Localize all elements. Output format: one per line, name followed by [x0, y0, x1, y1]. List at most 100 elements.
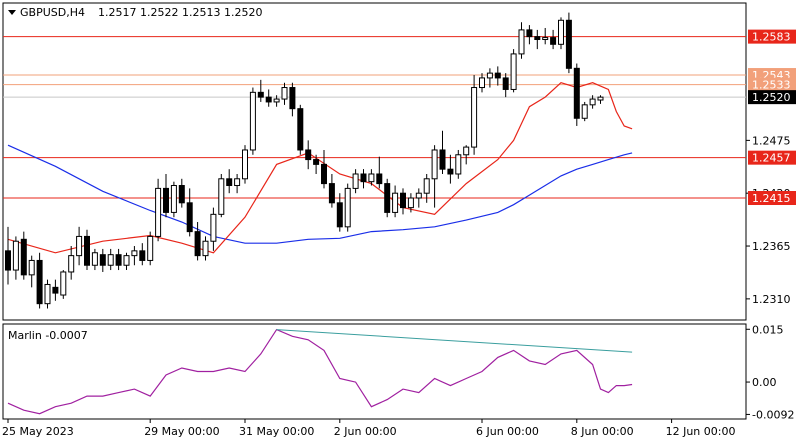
bull-candle: [415, 192, 422, 199]
oscillator-axis: 0.015 0.00 -0.0092: [746, 323, 794, 421]
bear-candle: [265, 96, 272, 103]
time-tick-label: 8 Jun 00:00: [571, 425, 634, 438]
bull-candle: [597, 96, 604, 101]
level-price-label: 1.2457: [752, 152, 791, 165]
price-tick-label: 1.2365: [752, 240, 791, 253]
bull-candle: [344, 187, 351, 228]
bear-candle: [494, 72, 501, 79]
bear-candle: [534, 36, 541, 41]
bull-candle: [423, 178, 430, 194]
level-price-label: 1.2583: [752, 31, 791, 44]
bear-candle: [52, 286, 59, 294]
bull-candle: [242, 149, 248, 180]
bull-candle: [518, 29, 525, 55]
ohlc-values: 1.2517 1.2522 1.2513 1.2520: [98, 6, 262, 19]
bull-candle: [210, 213, 217, 242]
indicator-panel: [2, 323, 747, 420]
bull-candle: [147, 235, 154, 261]
bear-candle: [360, 173, 367, 183]
bear-candle: [321, 163, 327, 185]
bull-candle: [471, 87, 478, 148]
indicator-tick-label: -0.0092: [752, 408, 794, 421]
bull-candle: [407, 197, 414, 209]
level-price-tag: [748, 29, 796, 44]
oscillator-plot: [7, 328, 633, 415]
bull-candle: [28, 259, 35, 276]
bear-candle: [5, 250, 11, 271]
level-price-tag: [748, 150, 796, 165]
bear-candle: [376, 173, 383, 185]
current-price-label: 1.2520: [752, 91, 791, 104]
bull-candle: [486, 72, 493, 79]
bull-candle: [202, 240, 209, 257]
bull-candle: [60, 271, 67, 296]
bear-candle: [439, 149, 446, 170]
bear-candle: [565, 19, 572, 69]
bear-candle: [115, 254, 122, 266]
bull-candle: [68, 255, 75, 273]
bull-candle: [431, 149, 438, 180]
indicator-tick-label: 0.00: [752, 376, 777, 389]
bear-candle: [550, 37, 557, 45]
bull-candle: [12, 240, 19, 271]
bear-candle: [84, 235, 90, 266]
bull-candle: [558, 19, 564, 45]
bear-candle: [178, 185, 185, 204]
current-price-tag: [748, 90, 796, 105]
bull-candle: [249, 91, 256, 151]
level-price-tag: [748, 191, 796, 206]
moving-averages: [7, 82, 633, 254]
bull-candle: [234, 178, 241, 187]
bull-candle: [352, 173, 359, 189]
time-tick-label: 2 Jun 00:00: [334, 425, 397, 438]
bull-candle: [76, 235, 83, 257]
bear-candle: [336, 202, 343, 228]
price-axis: 1.23101.23651.24201.24751.25831.25431.25…: [746, 29, 796, 306]
bull-candle: [170, 185, 177, 213]
price-panel: [2, 2, 747, 321]
bear-candle: [502, 77, 509, 90]
bull-candle: [463, 146, 470, 156]
level-price-label: 1.2415: [752, 192, 791, 205]
oscillator-line: [7, 328, 633, 415]
horizontal-levels: [3, 36, 746, 199]
bear-candle: [305, 149, 312, 161]
bear-candle: [328, 183, 335, 204]
time-axis: 25 May 2023 29 May 00:00 31 May 00:00 2 Jun…: [2, 419, 735, 438]
level-price-tag: [748, 77, 796, 92]
price-tick-label: 1.2475: [752, 134, 791, 147]
candlesticks: [5, 12, 604, 309]
bull-candle: [273, 98, 280, 103]
bull-candle: [542, 37, 549, 41]
time-tick-label: 31 May 00:00: [239, 425, 314, 438]
bull-candle: [589, 98, 596, 106]
bull-candle: [455, 154, 462, 175]
bear-candle: [163, 187, 169, 213]
bull-candle: [281, 87, 288, 100]
level-price-label: 1.2533: [752, 79, 791, 92]
time-tick-label: 25 May 2023: [2, 425, 74, 438]
bear-candle: [313, 159, 320, 165]
bull-candle: [479, 77, 485, 89]
time-tick-label: 6 Jun 00:00: [476, 425, 539, 438]
bull-candle: [368, 173, 375, 183]
bear-candle: [20, 238, 27, 276]
bull-candle: [44, 283, 51, 305]
collapse-triangle-icon[interactable]: [8, 10, 16, 15]
bull-candle: [155, 187, 162, 237]
slow-moving-average-line: [7, 144, 633, 244]
bear-candle: [447, 168, 454, 175]
time-tick-label: 29 May 00:00: [144, 425, 219, 438]
bear-candle: [289, 87, 296, 110]
bull-candle: [123, 255, 130, 266]
bull-candle: [91, 252, 98, 266]
symbol-label: GBPUSD,H4: [20, 6, 85, 19]
bear-candle: [226, 178, 233, 187]
bear-candle: [384, 183, 391, 213]
bear-candle: [99, 254, 106, 266]
bull-candle: [510, 53, 517, 90]
bear-candle: [526, 29, 533, 38]
bull-candle: [218, 178, 225, 215]
bull-candle: [131, 250, 138, 257]
